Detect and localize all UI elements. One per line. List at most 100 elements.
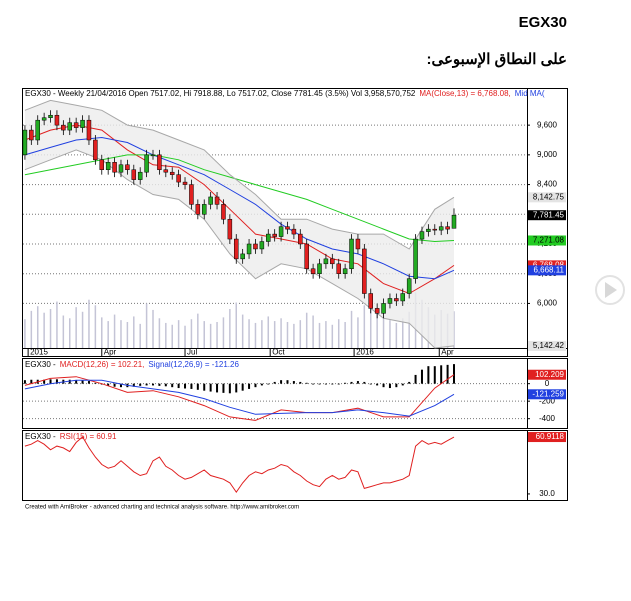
- candle-body: [131, 169, 137, 180]
- volume-bar: [248, 319, 250, 348]
- histogram-bar: [171, 383, 174, 388]
- candle-body: [227, 218, 233, 240]
- candle-body: [169, 171, 175, 175]
- candle-body: [93, 139, 98, 161]
- histogram-bar: [94, 382, 97, 384]
- candle-body: [240, 253, 245, 260]
- histogram-bar: [440, 365, 443, 384]
- volume-bar: [203, 321, 205, 348]
- histogram-bar: [414, 374, 417, 384]
- candle-body: [291, 228, 297, 235]
- candle-body: [137, 171, 143, 180]
- histogram-bar: [177, 383, 180, 389]
- candle-body: [234, 238, 239, 260]
- candle-body: [112, 162, 117, 173]
- x-tick-label: Jul: [187, 348, 197, 357]
- volume-bar: [305, 312, 308, 348]
- candle-body: [426, 228, 431, 232]
- histogram-bar: [152, 383, 155, 386]
- footer: Created with AmiBroker - advanced charti…: [25, 505, 299, 511]
- candle-body: [272, 233, 277, 237]
- volume-bar: [318, 322, 321, 348]
- candle-body: [451, 214, 457, 229]
- histogram-bar: [23, 380, 26, 384]
- candle-body: [201, 204, 207, 215]
- candle-body: [182, 181, 188, 185]
- histogram-bar: [228, 383, 231, 394]
- x-tick-label: Apr: [441, 348, 454, 357]
- candle-body: [349, 238, 354, 270]
- volume-bar: [241, 314, 244, 348]
- candle-body: [342, 268, 348, 274]
- histogram-bar: [81, 380, 84, 384]
- candle-body: [317, 263, 322, 274]
- histogram-bar: [350, 381, 353, 384]
- candle-body: [387, 298, 393, 304]
- candle-body: [35, 119, 40, 141]
- histogram-bar: [446, 364, 449, 384]
- volume-bar: [280, 318, 282, 348]
- y-tick-label: 9,000: [537, 150, 558, 159]
- band-fill: [24, 100, 454, 348]
- histogram-bar: [216, 383, 219, 393]
- volume-bar: [165, 322, 167, 348]
- page-title: EGX30: [518, 14, 567, 31]
- volume-bar: [408, 311, 410, 348]
- macd-panel: [22, 358, 568, 429]
- histogram-bar: [164, 383, 167, 387]
- value-label: 102.209: [535, 370, 564, 379]
- candle-body: [73, 122, 79, 128]
- candle-body: [214, 196, 220, 205]
- volume-bar: [357, 317, 359, 348]
- candle-body: [438, 226, 444, 231]
- volume-bar: [158, 318, 161, 348]
- candle-body: [381, 303, 386, 314]
- histogram-bar: [235, 383, 238, 393]
- volume-bar: [94, 305, 97, 348]
- volume-bar: [43, 312, 45, 348]
- volume-bar: [107, 321, 109, 348]
- histogram-bar: [452, 364, 455, 384]
- histogram-bar: [427, 366, 430, 384]
- x-tick-label: Oct: [272, 348, 285, 357]
- histogram-bar: [87, 381, 90, 384]
- histogram-bar: [292, 381, 295, 384]
- histogram-bar: [113, 383, 116, 387]
- candle-body: [330, 258, 335, 265]
- candle-body: [22, 129, 28, 156]
- volume-bar: [222, 317, 225, 348]
- histogram-bar: [433, 366, 436, 384]
- candle-body: [336, 263, 341, 274]
- value-label: 8,142.75: [533, 192, 565, 201]
- candle-body: [323, 258, 329, 265]
- candle-body: [406, 278, 412, 294]
- panel-header: EGX30 - Weekly 21/04/2016 Open 7517.02, …: [25, 89, 416, 98]
- candle-body: [80, 119, 85, 128]
- indicator-line: [24, 379, 455, 417]
- ma-line: [24, 124, 455, 295]
- volume-bar: [88, 299, 90, 348]
- volume-bar: [190, 319, 193, 348]
- candle-body: [259, 241, 265, 250]
- value-box: [528, 235, 566, 246]
- volume-bar: [363, 305, 366, 348]
- ma-line: [24, 154, 455, 243]
- histogram-bar: [382, 383, 385, 388]
- play-button[interactable]: [595, 275, 625, 305]
- value-label: 7,781.45: [533, 210, 565, 219]
- candle-body: [189, 184, 194, 205]
- candle-body: [41, 117, 47, 121]
- histogram-bar: [395, 383, 398, 388]
- volume-bar: [337, 319, 340, 348]
- value-box: [528, 210, 566, 221]
- candle-body: [176, 174, 181, 183]
- histogram-bar: [363, 381, 366, 384]
- panel-header: RSI(15) = 60.91: [60, 432, 117, 441]
- volume-bar: [120, 320, 122, 348]
- value-box: [528, 432, 566, 443]
- volume-bar: [49, 309, 52, 348]
- histogram-bar: [305, 382, 308, 384]
- histogram-bar: [145, 383, 148, 386]
- candle-body: [368, 293, 373, 309]
